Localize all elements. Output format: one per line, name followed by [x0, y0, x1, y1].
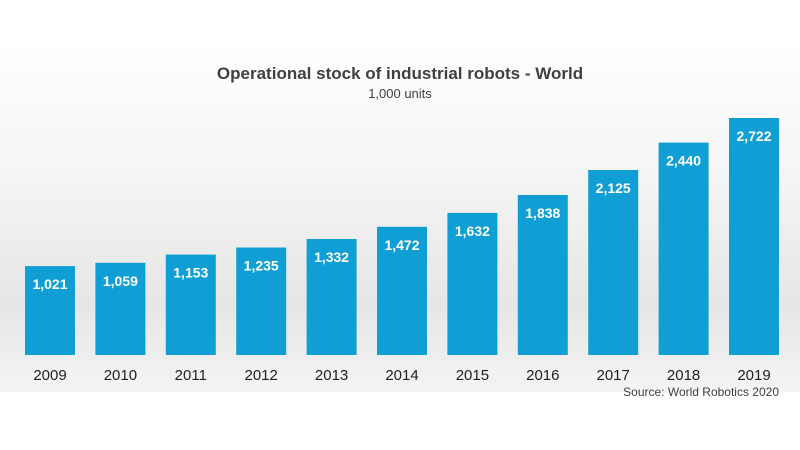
x-tick-label-2017: 2017 — [597, 367, 630, 384]
x-tick-label-2009: 2009 — [33, 367, 66, 384]
bar-2015 — [447, 212, 498, 355]
bar-2013 — [306, 239, 357, 355]
x-tick-label-2010: 2010 — [104, 367, 137, 384]
bar-2014 — [377, 226, 427, 355]
x-tick-label-2019: 2019 — [737, 367, 770, 384]
bar-2010 — [95, 262, 146, 355]
x-tick-label-2011: 2011 — [175, 367, 207, 384]
data-label-2015: 1,632 — [455, 223, 490, 239]
bar-2016 — [517, 195, 568, 355]
bar-2017 — [588, 170, 639, 355]
data-label-2017: 2,125 — [596, 180, 631, 196]
bar-2018 — [658, 142, 709, 355]
data-label-2011: 1,153 — [173, 265, 208, 281]
data-label-2014: 1,472 — [384, 237, 419, 253]
data-label-2009: 1,021 — [32, 276, 67, 292]
chart-title: Operational stock of industrial robots -… — [217, 64, 583, 83]
bar-2011 — [165, 254, 216, 355]
x-tick-label-2018: 2018 — [667, 367, 700, 384]
x-tick-label-2013: 2013 — [315, 367, 348, 384]
chart-subtitle: 1,000 units — [368, 86, 432, 101]
data-label-2010: 1,059 — [103, 273, 138, 289]
x-tick-label-2012: 2012 — [245, 367, 278, 384]
data-label-2016: 1,838 — [525, 205, 560, 221]
x-tick-label-2014: 2014 — [385, 367, 418, 384]
data-label-2012: 1,235 — [244, 258, 279, 274]
x-tick-label-2015: 2015 — [456, 367, 489, 384]
bar-2012 — [236, 247, 287, 355]
bars-group: 1,021 1,059 1,153 1,235 1,332 1,472 1,632 1,838… — [25, 118, 779, 355]
source-note: Source: World Robotics 2020 — [623, 385, 779, 399]
data-label-2018: 2,440 — [666, 153, 701, 169]
data-label-2019: 2,722 — [736, 128, 771, 144]
data-label-2013: 1,332 — [314, 249, 349, 265]
x-tick-label-2016: 2016 — [526, 367, 559, 384]
x-axis-ticks: 2009 2010 2011 2012 2013 2014 2015 2016 2017 2018… — [33, 367, 770, 384]
bar-2019 — [729, 118, 779, 355]
bar-2009 — [25, 266, 75, 355]
